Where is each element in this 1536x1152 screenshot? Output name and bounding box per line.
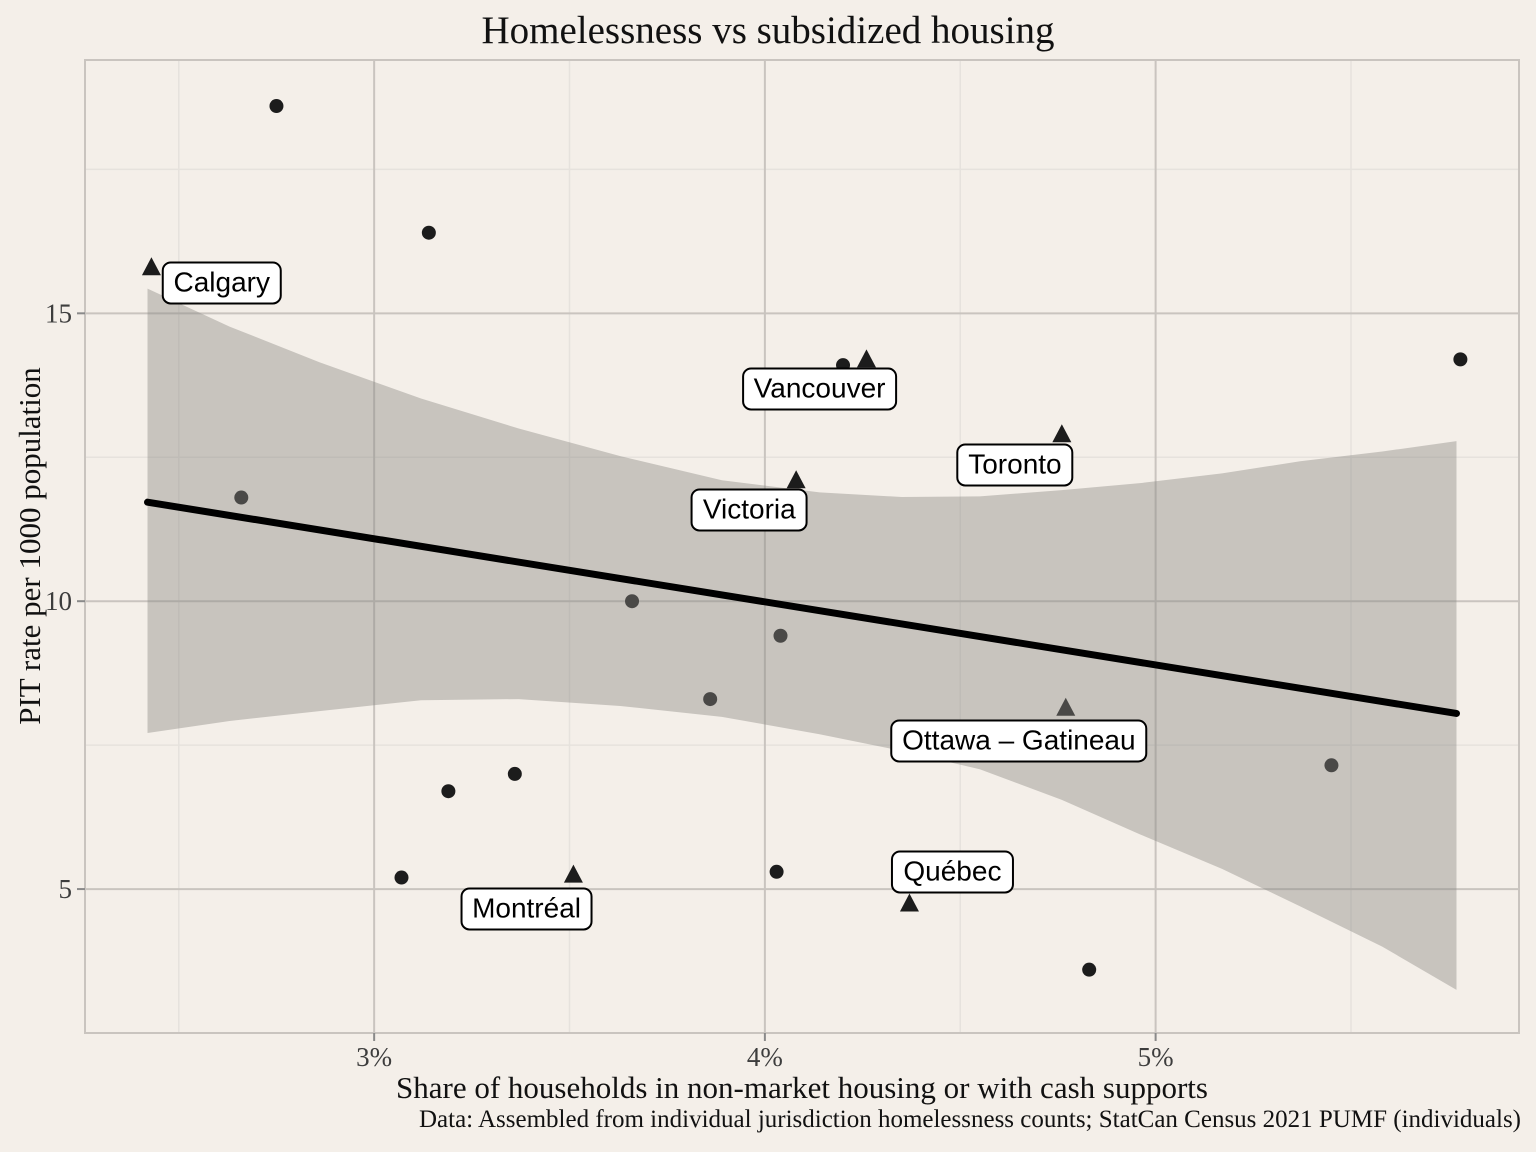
- data-point-circle: [1453, 352, 1468, 367]
- data-point-circle: [773, 628, 788, 643]
- data-point-triangle: [856, 349, 876, 368]
- chart-caption: Data: Assembled from individual jurisdic…: [418, 1106, 1521, 1133]
- data-point-circle: [441, 784, 456, 799]
- y-tick-label: 5: [59, 874, 73, 904]
- trend-line: [144, 498, 1460, 717]
- data-point-triangle: [899, 893, 919, 912]
- data-point-circle: [769, 864, 784, 879]
- y-tick-label: 15: [45, 298, 72, 328]
- data-point-circle: [836, 358, 851, 373]
- x-tick-label: 3%: [356, 1042, 392, 1072]
- data-point-circle: [394, 870, 409, 885]
- chart-title: Homelessness vs subsidized housing: [481, 9, 1055, 52]
- data-point-circle: [1082, 962, 1097, 977]
- data-point-circle: [269, 99, 284, 114]
- data-point-triangle: [786, 470, 806, 489]
- confidence-band: [147, 288, 1457, 990]
- data-point-circle: [234, 490, 249, 505]
- data-point-circle: [507, 766, 522, 781]
- x-axis-title: Share of households in non-market housin…: [396, 1070, 1208, 1105]
- y-tick-label: 10: [45, 586, 72, 616]
- data-point-circle: [421, 225, 436, 240]
- x-tick-label: 5%: [1138, 1042, 1174, 1072]
- data-point-triangle: [563, 864, 583, 883]
- data-point-circle: [1324, 758, 1339, 773]
- data-point-circle: [703, 692, 718, 707]
- data-point-triangle: [1052, 424, 1072, 443]
- data-point-triangle: [1056, 697, 1076, 716]
- data-point-circle: [625, 594, 640, 609]
- panel-border: [84, 59, 1520, 1034]
- x-tick-label: 4%: [747, 1042, 783, 1072]
- data-point-triangle: [141, 257, 161, 276]
